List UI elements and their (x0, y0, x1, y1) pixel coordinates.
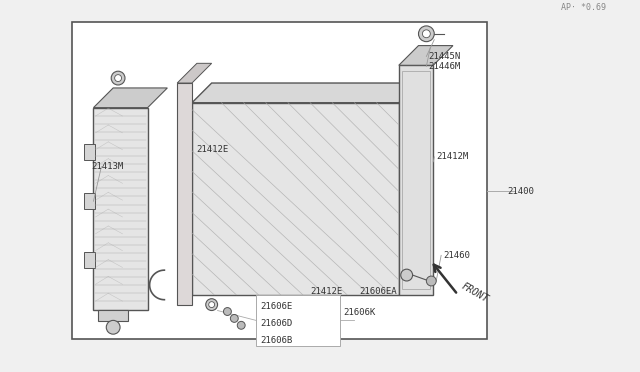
Polygon shape (399, 46, 453, 65)
Text: 21606B: 21606B (260, 336, 292, 344)
Bar (72, 22, 488, 339)
Circle shape (422, 30, 430, 38)
Circle shape (419, 26, 435, 42)
Bar (99, 310, 128, 321)
Circle shape (111, 71, 125, 85)
Text: 21606EA: 21606EA (360, 287, 397, 296)
Circle shape (401, 269, 413, 281)
Text: 21446M: 21446M (428, 62, 461, 71)
Text: AP· *0.69: AP· *0.69 (561, 3, 605, 12)
Bar (84, 193, 95, 209)
Circle shape (106, 320, 120, 334)
Bar (399, 65, 433, 295)
Text: 21606D: 21606D (260, 319, 292, 328)
Circle shape (237, 321, 245, 329)
Text: 21606K: 21606K (344, 308, 376, 317)
Circle shape (115, 75, 122, 81)
Text: 21413M: 21413M (92, 162, 124, 171)
Polygon shape (192, 83, 419, 103)
Text: 21412E: 21412E (310, 287, 342, 296)
Polygon shape (93, 88, 167, 108)
Circle shape (209, 302, 214, 308)
Polygon shape (177, 63, 212, 83)
Bar (84, 253, 95, 268)
Text: 21606E: 21606E (260, 302, 292, 311)
Circle shape (230, 314, 238, 323)
Bar (402, 71, 430, 289)
Bar (84, 144, 95, 160)
Circle shape (205, 299, 218, 311)
Text: 21412E: 21412E (196, 145, 228, 154)
Bar (177, 83, 192, 305)
Polygon shape (192, 103, 399, 295)
Circle shape (223, 308, 231, 315)
Text: 21445N: 21445N (428, 52, 461, 61)
Text: 21412M: 21412M (436, 153, 468, 161)
Bar (93, 108, 148, 310)
Circle shape (426, 276, 436, 286)
Text: FRONT: FRONT (460, 281, 490, 305)
Text: 21460: 21460 (443, 251, 470, 260)
Bar (256, 295, 340, 346)
Text: 21400: 21400 (507, 187, 534, 196)
